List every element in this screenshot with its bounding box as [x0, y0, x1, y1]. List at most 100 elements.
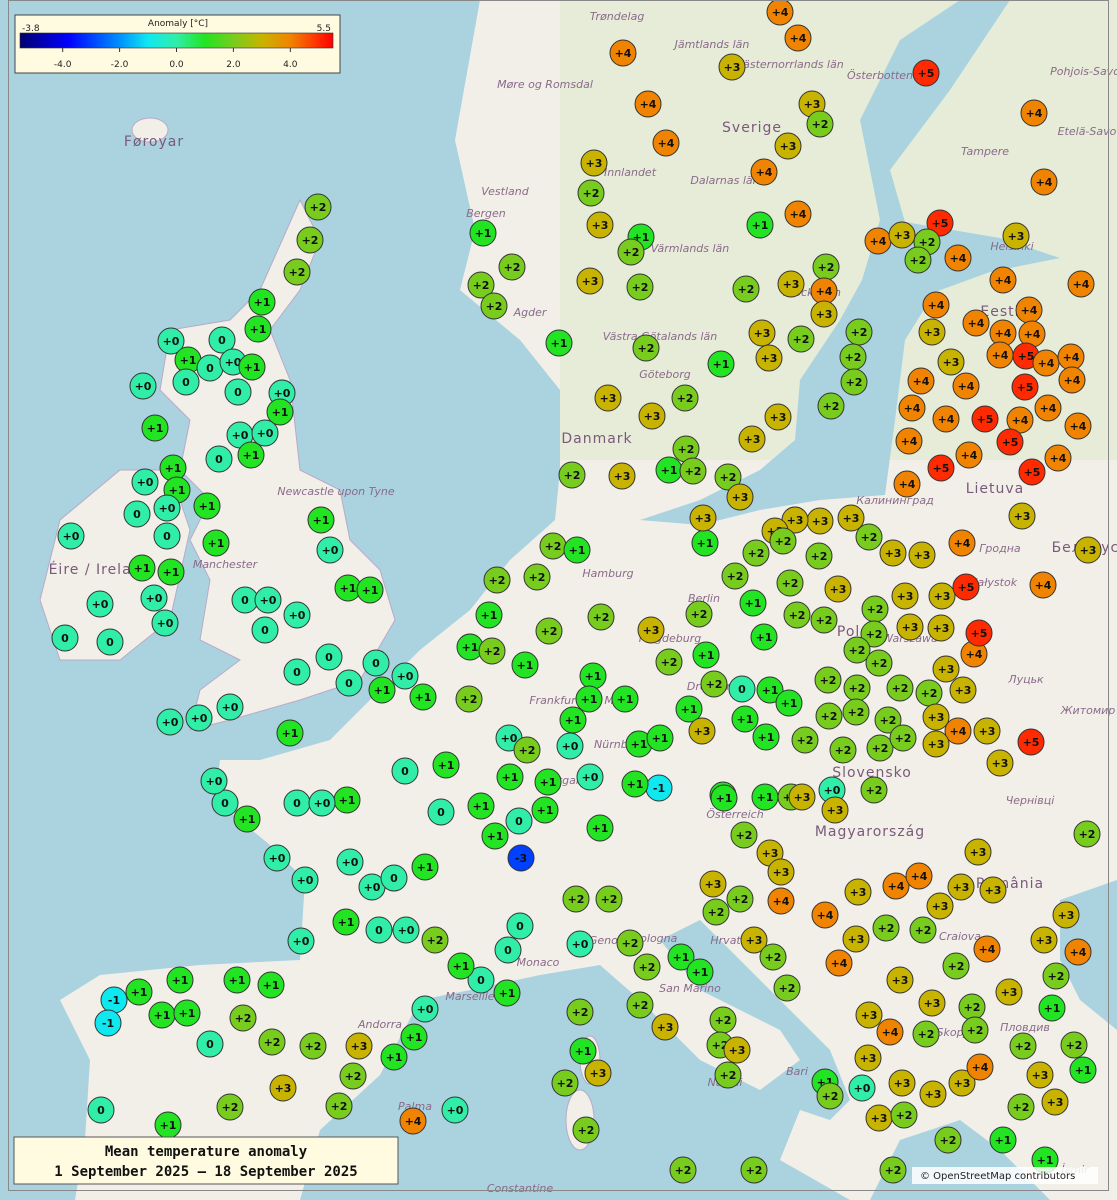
station: +4 — [1067, 270, 1095, 298]
station-marker — [505, 807, 533, 835]
station-marker — [1064, 412, 1092, 440]
place-label: Éire / Ireland — [49, 561, 152, 578]
station-label: +3 — [914, 549, 931, 562]
station-marker — [399, 1107, 427, 1135]
station-marker — [140, 584, 168, 612]
station-marker — [865, 649, 893, 677]
station-label: +4 — [790, 208, 807, 221]
station-label: +2 — [289, 266, 306, 279]
station: +4 — [750, 158, 778, 186]
station-label: +3 — [794, 791, 811, 804]
station: +3 — [723, 1036, 751, 1064]
station-label: +2 — [1048, 970, 1065, 983]
station-label: +2 — [880, 714, 897, 727]
station: +4 — [1029, 571, 1057, 599]
station: +4 — [1006, 406, 1034, 434]
station: +3 — [1030, 926, 1058, 954]
station: +2 — [912, 1020, 940, 1048]
station-marker — [626, 991, 654, 1019]
station-label: +2 — [964, 1001, 981, 1014]
station: +4 — [989, 266, 1017, 294]
place-label: Чернівці — [1006, 794, 1055, 807]
station-marker — [307, 506, 335, 534]
station-label: +2 — [845, 351, 862, 364]
legend-tick-label: 4.0 — [283, 60, 298, 70]
station: +1 — [586, 814, 614, 842]
station-marker — [1042, 962, 1070, 990]
station: +3 — [919, 1080, 947, 1108]
station: +0 — [576, 763, 604, 791]
station: +2 — [730, 821, 758, 849]
attribution[interactable]: © OpenStreetMap contributors — [920, 1171, 1075, 1182]
station-marker — [843, 636, 871, 664]
station-label: +2 — [519, 744, 536, 757]
station: +1 — [545, 329, 573, 357]
station-label: +3 — [746, 934, 763, 947]
station-label: +0 — [289, 609, 306, 622]
station-marker — [742, 539, 770, 567]
station-marker — [266, 398, 294, 426]
station-marker — [948, 1069, 976, 1097]
station: +1 — [125, 978, 153, 1006]
station-label: -1 — [108, 994, 120, 1007]
station: +4 — [1057, 343, 1085, 371]
station: +3 — [932, 655, 960, 683]
station-marker — [918, 989, 946, 1017]
station-marker — [996, 428, 1024, 456]
place-label: Monaco — [517, 956, 560, 969]
station-label: +3 — [953, 881, 970, 894]
station: +3 — [726, 483, 754, 511]
station-marker — [755, 344, 783, 372]
station-marker — [874, 706, 902, 734]
station-marker — [498, 253, 526, 281]
station: +2 — [523, 563, 551, 591]
station: +3 — [995, 978, 1023, 1006]
place-label: Vestland — [481, 185, 529, 198]
station-label: +4 — [904, 402, 921, 415]
station-marker — [973, 717, 1001, 745]
station-label: +2 — [948, 960, 965, 973]
station: +0 — [291, 866, 319, 894]
place-label: Newcastle upon Tyne — [277, 485, 395, 498]
station-marker — [821, 796, 849, 824]
station: +4 — [1015, 296, 1043, 324]
station: +3 — [718, 53, 746, 81]
station-label: +1 — [537, 804, 554, 817]
station-marker — [750, 158, 778, 186]
station-label: +2 — [685, 465, 702, 478]
station: 0 — [153, 522, 181, 550]
station: +1 — [691, 529, 719, 557]
station-marker — [237, 441, 265, 469]
station-marker — [632, 334, 660, 362]
station-marker — [890, 1101, 918, 1129]
station-label: +1 — [172, 974, 189, 987]
station: +2 — [829, 736, 857, 764]
station: +1 — [739, 589, 767, 617]
legend-min: -3.8 — [22, 24, 40, 34]
station-marker — [380, 864, 408, 892]
station-marker — [848, 1074, 876, 1102]
station-marker — [380, 1043, 408, 1071]
station-label: +0 — [342, 856, 359, 869]
station: +2 — [740, 1156, 768, 1184]
station-label: +3 — [695, 512, 712, 525]
station-marker — [886, 966, 914, 994]
station-marker — [918, 318, 946, 346]
station: +2 — [961, 1016, 989, 1044]
place-label: Västernorrlands län — [736, 58, 843, 71]
station-marker — [947, 873, 975, 901]
station-marker — [739, 589, 767, 617]
station-label: 0 — [477, 974, 485, 987]
station: +2 — [872, 914, 900, 942]
station: +0 — [140, 584, 168, 612]
station-label: +1 — [681, 703, 698, 716]
station-label: +0 — [260, 594, 277, 607]
station-marker — [840, 368, 868, 396]
station-marker — [1030, 926, 1058, 954]
station: +1 — [193, 492, 221, 520]
station-label: +1 — [386, 1051, 403, 1064]
station-label: +1 — [631, 738, 648, 751]
station-label: +1 — [263, 979, 280, 992]
station-marker — [87, 1096, 115, 1124]
station-marker — [587, 603, 615, 631]
